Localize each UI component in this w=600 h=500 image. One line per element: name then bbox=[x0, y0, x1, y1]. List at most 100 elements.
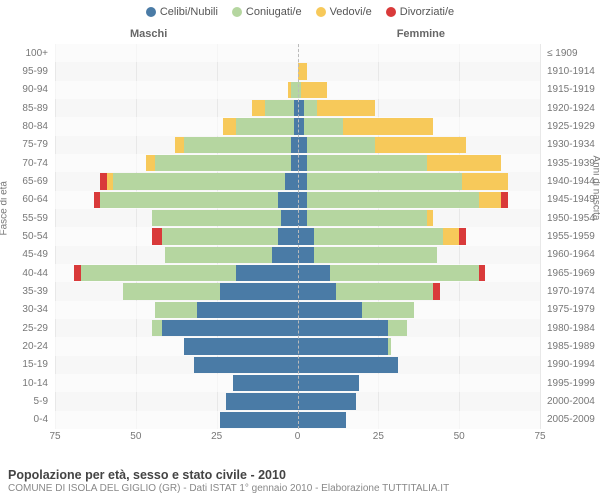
bar-segment bbox=[236, 118, 294, 134]
y-left-tick: 85-89 bbox=[0, 99, 52, 117]
bar-segment bbox=[298, 173, 308, 189]
y-right-tick: 1915-1919 bbox=[543, 81, 600, 99]
y-left-tick: 20-24 bbox=[0, 337, 52, 355]
female-half bbox=[298, 412, 541, 428]
female-half bbox=[298, 118, 541, 134]
population-pyramid-chart: Celibi/NubiliConiugati/eVedovi/eDivorzia… bbox=[0, 0, 600, 500]
legend-item: Divorziati/e bbox=[386, 6, 454, 18]
y-right-tick: 1985-1989 bbox=[543, 337, 600, 355]
x-tick: 75 bbox=[534, 431, 545, 442]
bar-segment bbox=[233, 375, 298, 391]
bar-segment bbox=[330, 265, 479, 281]
female-half bbox=[298, 63, 541, 79]
y-left-tick: 65-69 bbox=[0, 172, 52, 190]
y-left-tick: 35-39 bbox=[0, 282, 52, 300]
bar-segment bbox=[298, 393, 356, 409]
bar-segment bbox=[81, 265, 236, 281]
bar-segment bbox=[298, 192, 308, 208]
male-half bbox=[55, 393, 298, 409]
bar-segment bbox=[265, 100, 294, 116]
y-left-tick: 15-19 bbox=[0, 356, 52, 374]
bar-segment bbox=[123, 283, 220, 299]
y-left-tick: 50-54 bbox=[0, 227, 52, 245]
bar-segment bbox=[298, 320, 389, 336]
bar-segment bbox=[298, 375, 359, 391]
y-right-tick: 1950-1954 bbox=[543, 209, 600, 227]
bar-segment bbox=[100, 192, 278, 208]
female-half bbox=[298, 283, 541, 299]
bar-segment bbox=[155, 302, 197, 318]
bar-segment bbox=[427, 210, 433, 226]
female-half bbox=[298, 137, 541, 153]
legend-label: Vedovi/e bbox=[330, 6, 372, 18]
x-tick: 50 bbox=[454, 431, 465, 442]
bar-segment bbox=[427, 155, 501, 171]
bar-segment bbox=[184, 137, 291, 153]
label-maschi: Maschi bbox=[130, 28, 167, 40]
y-right-tick: 1970-1974 bbox=[543, 282, 600, 300]
y-left-tick: 75-79 bbox=[0, 136, 52, 154]
y-right-tick: 1935-1939 bbox=[543, 154, 600, 172]
bar-segment bbox=[220, 412, 298, 428]
bar-segment bbox=[298, 302, 363, 318]
y-right-tick: 1910-1914 bbox=[543, 62, 600, 80]
bar-segment bbox=[307, 173, 462, 189]
bar-segment bbox=[307, 155, 427, 171]
female-half bbox=[298, 375, 541, 391]
bar-segment bbox=[314, 247, 437, 263]
y-left-tick: 60-64 bbox=[0, 191, 52, 209]
bar-segment bbox=[278, 192, 297, 208]
y-right-tick: 2000-2004 bbox=[543, 392, 600, 410]
y-left-tick: 25-29 bbox=[0, 319, 52, 337]
bar-segment bbox=[388, 320, 407, 336]
male-half bbox=[55, 357, 298, 373]
legend-swatch bbox=[146, 7, 156, 17]
male-half bbox=[55, 265, 298, 281]
female-half bbox=[298, 302, 541, 318]
bar-segment bbox=[388, 338, 391, 354]
female-half bbox=[298, 192, 541, 208]
bar-segment bbox=[298, 283, 337, 299]
male-half bbox=[55, 412, 298, 428]
male-half bbox=[55, 82, 298, 98]
x-tick: 25 bbox=[373, 431, 384, 442]
bar-segment bbox=[307, 210, 427, 226]
bar-segment bbox=[304, 100, 317, 116]
bar-segment bbox=[336, 283, 433, 299]
y-right-tick: 1940-1944 bbox=[543, 172, 600, 190]
bar-segment bbox=[220, 283, 298, 299]
bar-segment bbox=[113, 173, 284, 189]
label-femmine: Femmine bbox=[397, 28, 445, 40]
female-half bbox=[298, 357, 541, 373]
female-half bbox=[298, 155, 541, 171]
bar-segment bbox=[479, 192, 502, 208]
bar-segment bbox=[298, 357, 398, 373]
bar-segment bbox=[272, 247, 298, 263]
male-half bbox=[55, 320, 298, 336]
bar-segment bbox=[146, 155, 156, 171]
female-half bbox=[298, 228, 541, 244]
bar-segment bbox=[298, 412, 347, 428]
bar-segment bbox=[298, 265, 330, 281]
y-left-tick: 40-44 bbox=[0, 264, 52, 282]
y-right-tick: 1945-1949 bbox=[543, 191, 600, 209]
y-left-tick: 45-49 bbox=[0, 246, 52, 264]
chart-title: Popolazione per età, sesso e stato civil… bbox=[8, 468, 592, 482]
bar-segment bbox=[298, 63, 308, 79]
bar-segment bbox=[165, 247, 272, 263]
x-tick: 75 bbox=[49, 431, 60, 442]
male-half bbox=[55, 375, 298, 391]
bar-segment bbox=[301, 82, 327, 98]
bar-segment bbox=[162, 228, 278, 244]
y-left-tick: 30-34 bbox=[0, 301, 52, 319]
female-half bbox=[298, 173, 541, 189]
bar-segment bbox=[175, 137, 185, 153]
y-right-tick: 1980-1984 bbox=[543, 319, 600, 337]
chart-subtitle: COMUNE DI ISOLA DEL GIGLIO (GR) - Dati I… bbox=[8, 483, 592, 494]
bar-segment bbox=[285, 173, 298, 189]
bar-segment bbox=[152, 210, 281, 226]
bar-segment bbox=[226, 393, 297, 409]
male-half bbox=[55, 100, 298, 116]
y-left-tick: 90-94 bbox=[0, 81, 52, 99]
bar-segment bbox=[184, 338, 297, 354]
